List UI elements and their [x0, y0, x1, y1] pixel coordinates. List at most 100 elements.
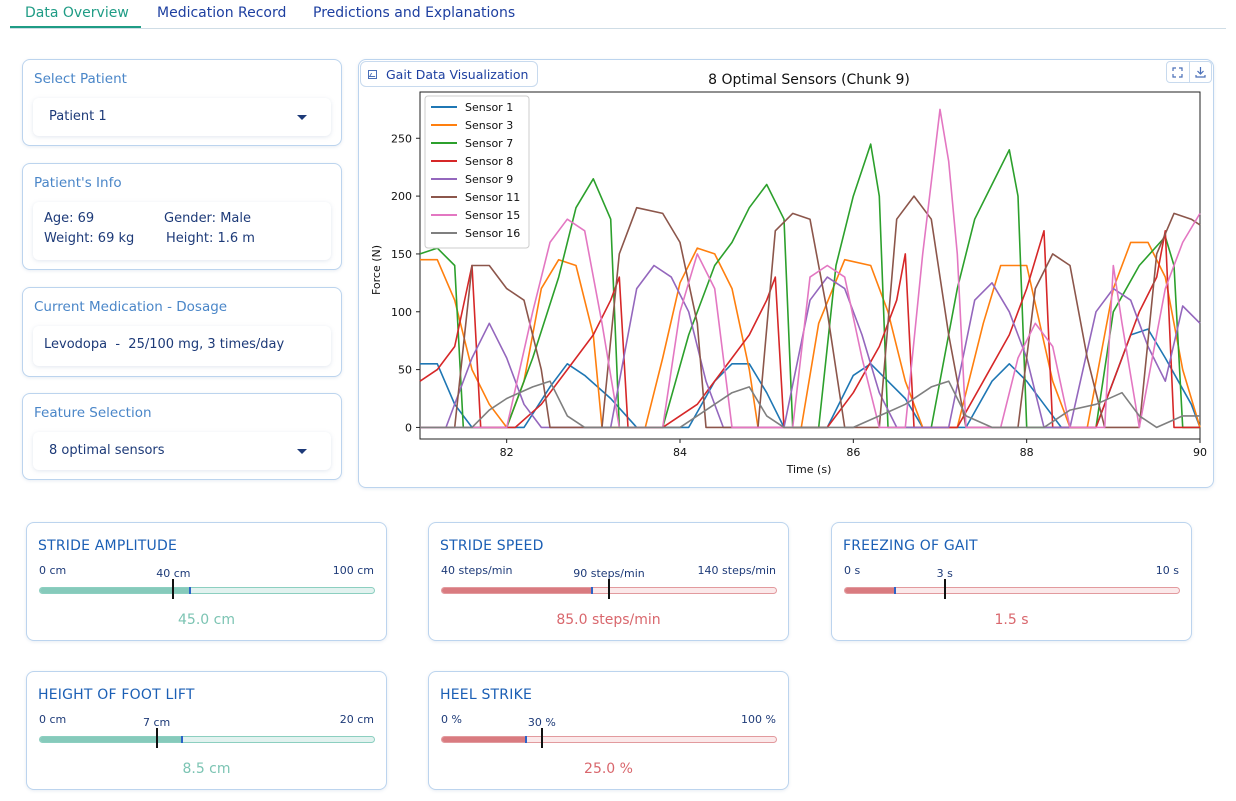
fullscreen-button[interactable] — [1167, 62, 1189, 82]
metric-card: FREEZING OF GAIT 0 s 3 s 10 s 1.5 s — [831, 522, 1192, 641]
series-line-6 — [420, 195, 1201, 429]
tab-data-overview[interactable]: Data Overview — [25, 5, 129, 21]
feature-dropdown-value: 8 optimal sensors — [49, 443, 165, 458]
legend-label: Sensor 9 — [465, 173, 513, 186]
y-tick-label: 250 — [391, 132, 412, 145]
image-icon — [368, 69, 377, 79]
gait-visualization-label: Gait Data Visualization — [360, 61, 539, 87]
x-tick-label: 82 — [500, 446, 514, 459]
patient-weight: Weight: 69 kg — [44, 231, 135, 246]
download-icon — [1195, 67, 1206, 78]
metric-min-label: 0 cm — [39, 713, 67, 726]
metric-card: HEEL STRIKE 0 % 30 % 100 % 25.0 % — [428, 671, 789, 790]
metric-progress-track — [441, 736, 777, 743]
tab-medication-record[interactable]: Medication Record — [157, 5, 287, 21]
metric-min-label: 0 cm — [39, 564, 67, 577]
metric-value: 8.5 cm — [182, 761, 231, 777]
metric-max-label: 140 steps/min — [697, 564, 776, 577]
metric-value-marker — [894, 587, 897, 594]
metric-progress-fill — [845, 588, 896, 593]
select-patient-card: Select Patient Patient 1 — [22, 59, 342, 146]
chart-title: 8 Optimal Sensors (Chunk 9) — [708, 72, 910, 88]
metric-card: HEIGHT OF FOOT LIFT 0 cm 7 cm 20 cm 8.5 … — [26, 671, 387, 790]
metric-title: HEEL STRIKE — [440, 687, 532, 703]
chart-y-axis-label: Force (N) — [370, 245, 383, 295]
x-tick-label: 88 — [1020, 446, 1034, 459]
metric-value-marker — [591, 587, 594, 594]
metric-min-label: 40 steps/min — [441, 564, 513, 577]
patient-age: Age: 69 — [44, 211, 95, 226]
metric-title: FREEZING OF GAIT — [843, 538, 978, 554]
patient-dropdown[interactable]: Patient 1 — [33, 98, 331, 136]
metric-progress-fill — [442, 737, 526, 742]
y-tick-label: 200 — [391, 190, 412, 203]
patient-height: Height: 1.6 m — [166, 231, 255, 246]
feature-selection-title: Feature Selection — [34, 405, 152, 421]
metric-progress-fill — [442, 588, 593, 593]
medication-box: Levodopa - 25/100 mg, 3 times/day — [33, 326, 331, 366]
gait-line-chart: 8 Optimal Sensors (Chunk 9) Time (s) For… — [370, 72, 1207, 476]
patient-dropdown-value: Patient 1 — [49, 109, 107, 124]
metric-progress-track — [844, 587, 1180, 594]
metric-target-label: 40 cm — [156, 567, 191, 580]
legend-label: Sensor 16 — [465, 227, 520, 240]
x-tick-label: 86 — [846, 446, 860, 459]
metric-value-marker — [180, 736, 183, 743]
y-tick-label: 150 — [391, 248, 412, 261]
legend-label: Sensor 1 — [465, 101, 513, 114]
metric-target-marker — [172, 579, 175, 599]
legend-label: Sensor 3 — [465, 119, 513, 132]
metric-value: 85.0 steps/min — [556, 612, 661, 628]
metric-target-marker — [608, 579, 610, 599]
metric-progress-track — [39, 736, 375, 743]
chart-x-axis-label: Time (s) — [786, 463, 832, 476]
legend-label: Sensor 11 — [465, 191, 520, 204]
series-line-7 — [420, 108, 1201, 429]
y-tick-label: 50 — [398, 364, 412, 377]
metric-value: 45.0 cm — [178, 612, 235, 628]
metric-target-marker — [540, 728, 543, 748]
series-line-8 — [420, 380, 1200, 429]
metric-title: STRIDE AMPLITUDE — [38, 538, 178, 554]
active-tab-indicator — [10, 26, 141, 28]
feature-selection-card: Feature Selection 8 optimal sensors — [22, 393, 342, 480]
gait-visualization-text: Gait Data Visualization — [386, 66, 529, 82]
chart-legend — [424, 95, 530, 249]
metric-max-label: 20 cm — [339, 713, 374, 726]
medication-card: Current Medication - Dosage Levodopa - 2… — [22, 287, 342, 377]
legend-label: Sensor 15 — [465, 209, 520, 222]
plot-area — [419, 91, 1201, 440]
metric-min-label: 0 % — [441, 713, 462, 726]
y-tick-label: 0 — [405, 421, 412, 434]
x-tick-label: 90 — [1193, 446, 1207, 459]
metric-card: STRIDE SPEED 40 steps/min 90 steps/min 1… — [428, 522, 789, 641]
chart-toolbar — [1166, 61, 1212, 83]
feature-dropdown[interactable]: 8 optimal sensors — [33, 432, 331, 470]
chevron-down-icon — [297, 115, 307, 120]
chevron-down-icon — [297, 449, 307, 454]
metric-value-marker — [189, 587, 192, 594]
patient-info-box: Age: 69 Gender: Male Weight: 69 kg Heigh… — [33, 202, 331, 260]
metric-title: HEIGHT OF FOOT LIFT — [38, 687, 195, 703]
patient-gender: Gender: Male — [164, 211, 251, 226]
metric-title: STRIDE SPEED — [440, 538, 544, 554]
metric-max-label: 10 s — [1155, 564, 1179, 577]
metric-value-marker — [524, 736, 527, 743]
metric-value: 1.5 s — [994, 612, 1029, 628]
fullscreen-icon — [1172, 66, 1184, 78]
tab-predictions-explanations[interactable]: Predictions and Explanations — [313, 5, 516, 21]
x-tick-label: 84 — [673, 446, 687, 459]
download-button[interactable] — [1188, 62, 1211, 82]
y-tick-label: 100 — [391, 306, 412, 319]
tab-bar: Data Overview Medication Record Predicti… — [10, 0, 1226, 29]
medication-title: Current Medication - Dosage — [34, 299, 228, 315]
metric-max-label: 100 % — [741, 713, 776, 726]
gait-chart-panel: Gait Data Visualization 8 Optimal Sensor… — [358, 59, 1214, 488]
metric-max-label: 100 cm — [332, 564, 374, 577]
metric-target-label: 90 steps/min — [573, 567, 645, 580]
metric-target-label: 30 % — [527, 716, 556, 729]
patient-info-title: Patient's Info — [34, 175, 122, 191]
series-line-5 — [420, 264, 1201, 429]
metric-target-label: 7 cm — [142, 716, 171, 729]
legend-label: Sensor 7 — [465, 137, 513, 150]
